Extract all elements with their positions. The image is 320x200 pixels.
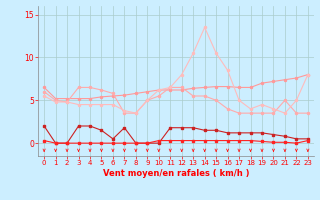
X-axis label: Vent moyen/en rafales ( km/h ): Vent moyen/en rafales ( km/h ) [103, 169, 249, 178]
